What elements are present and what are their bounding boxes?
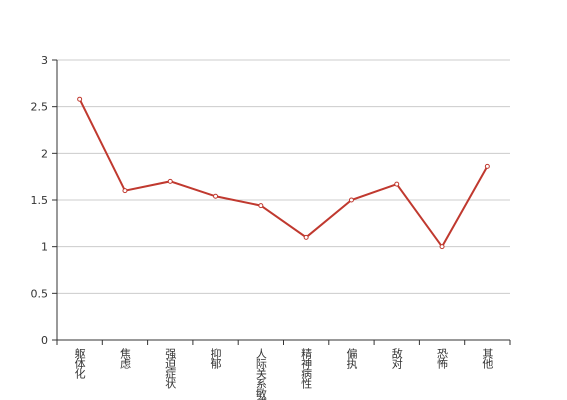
- point: [439, 244, 445, 250]
- x-tick-label: 焦虑: [118, 348, 131, 369]
- x-tick-label: 强迫症状: [164, 348, 177, 389]
- point: [258, 203, 264, 209]
- point: [213, 193, 219, 199]
- point: [122, 188, 128, 194]
- x-tick-label: 精神病性: [300, 348, 313, 390]
- y-tick-label: 0.5: [31, 287, 49, 300]
- y-tick-label: 2.5: [31, 101, 49, 114]
- y-tick-label: 1.5: [31, 194, 49, 207]
- x-tick-label: 抑郁: [209, 347, 222, 369]
- y-tick-label: 0: [41, 334, 48, 347]
- point: [394, 181, 400, 187]
- point: [167, 178, 173, 184]
- point: [348, 197, 354, 203]
- x-tick-label: 偏执: [345, 347, 358, 370]
- x-tick-label: 人际关系敏感: [254, 348, 267, 400]
- point: [77, 96, 83, 102]
- y-tick-label: 3: [41, 54, 48, 67]
- y-tick-label: 2: [41, 147, 48, 160]
- x-tick-label: 敌对: [390, 347, 403, 369]
- x-tick-label: 恐怖: [436, 348, 449, 369]
- y-tick-label: 1: [41, 241, 48, 254]
- x-tick-label: 其他: [481, 348, 494, 369]
- point: [484, 163, 490, 169]
- line: [78, 98, 489, 249]
- x-tick-label: 躯体化: [73, 348, 86, 380]
- point: [303, 234, 309, 240]
